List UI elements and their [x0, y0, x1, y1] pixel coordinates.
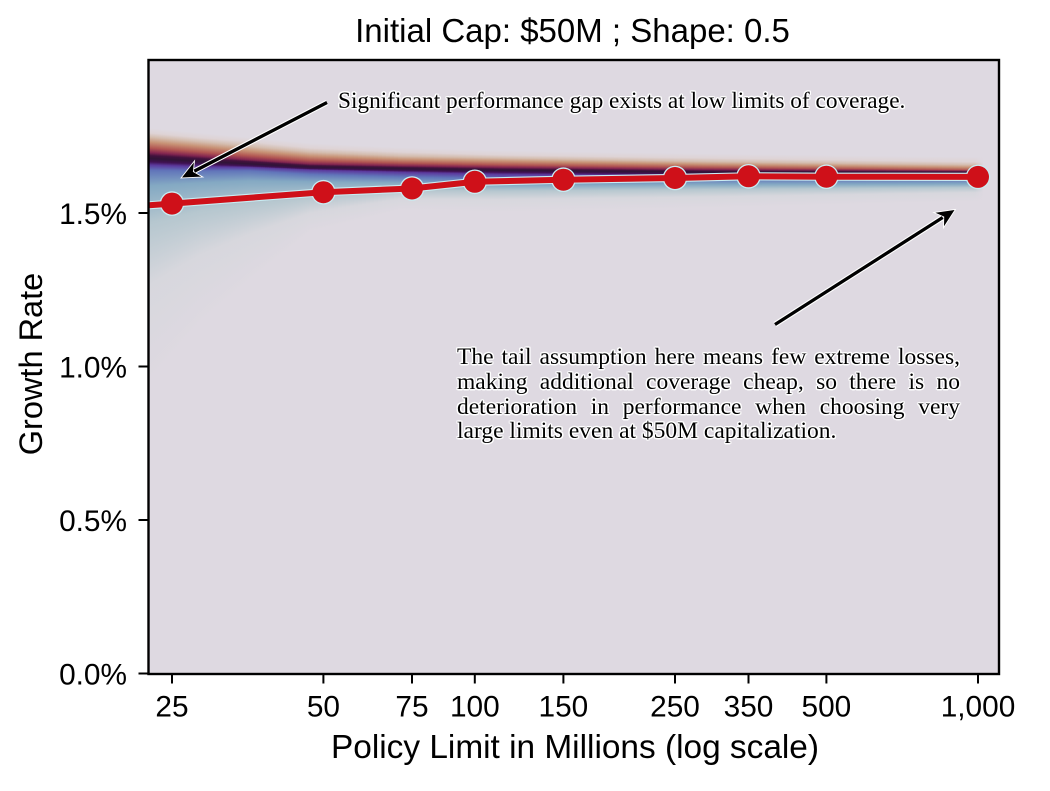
- svg-text:1.5%: 1.5%: [59, 198, 127, 231]
- svg-text:500: 500: [802, 690, 852, 723]
- svg-text:Initial Cap: $50M ; Shape: 0.5: Initial Cap: $50M ; Shape: 0.5: [355, 12, 790, 49]
- svg-text:Policy Limit in Millions (log: Policy Limit in Millions (log scale): [331, 729, 819, 766]
- svg-text:75: 75: [395, 690, 428, 723]
- svg-text:350: 350: [724, 690, 774, 723]
- svg-text:250: 250: [650, 690, 700, 723]
- svg-text:25: 25: [155, 690, 188, 723]
- svg-text:150: 150: [539, 690, 589, 723]
- svg-text:1.0%: 1.0%: [59, 351, 127, 384]
- svg-text:1,000: 1,000: [941, 690, 1016, 723]
- svg-text:50: 50: [307, 690, 340, 723]
- svg-text:Growth Rate: Growth Rate: [13, 273, 49, 455]
- svg-text:100: 100: [450, 690, 500, 723]
- svg-text:0.0%: 0.0%: [59, 658, 127, 691]
- svg-text:0.5%: 0.5%: [59, 505, 127, 538]
